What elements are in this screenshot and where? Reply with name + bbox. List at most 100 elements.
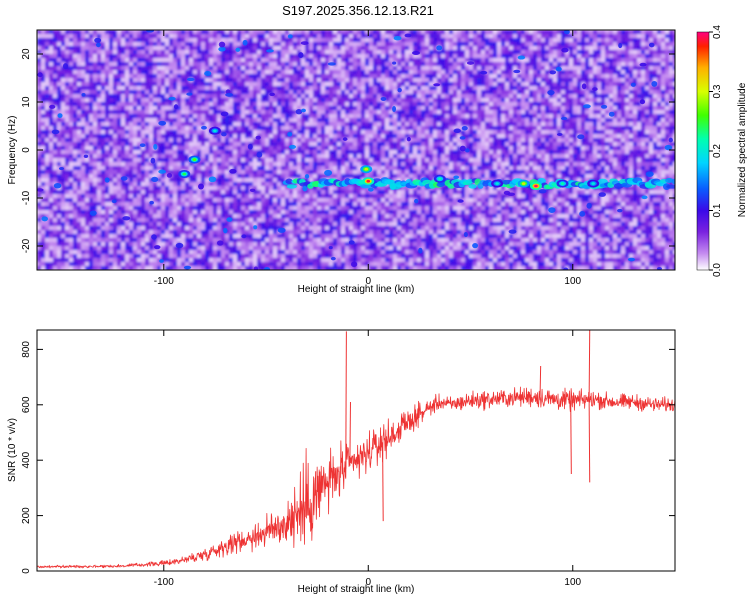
- heatmap-cell: [389, 138, 394, 143]
- heatmap-cell: [93, 122, 98, 127]
- heatmap-cell: [649, 110, 654, 115]
- heatmap-cell: [313, 142, 318, 147]
- heatmap-cell: [529, 114, 534, 119]
- heatmap-cell: [573, 150, 578, 155]
- heatmap-cell: [169, 134, 174, 139]
- heatmap-cell: [109, 38, 114, 43]
- heatmap-cell: [305, 46, 310, 51]
- heatmap-cell: [409, 78, 414, 83]
- heatmap-cell: [85, 66, 90, 71]
- heatmap-cell: [665, 126, 670, 131]
- heatmap-cell: [101, 70, 106, 75]
- heatmap-cell: [345, 46, 350, 51]
- heatmap-cell: [673, 78, 675, 83]
- heatmap-cell: [137, 62, 142, 67]
- heatmap-cell: [41, 130, 46, 135]
- heatmap-cell: [193, 46, 198, 51]
- heatmap-cell: [317, 98, 322, 103]
- heatmap-cell: [269, 134, 274, 139]
- heatmap-cell: [317, 46, 322, 51]
- heatmap-cell: [533, 90, 538, 95]
- heatmap-cell: [465, 50, 470, 55]
- heatmap-cell: [525, 42, 530, 47]
- heatmap-cell: [229, 150, 234, 155]
- heatmap-cell: [349, 118, 354, 123]
- heatmap-cell: [65, 118, 70, 123]
- heatmap-cell: [645, 38, 650, 43]
- heatmap-cell: [609, 130, 614, 135]
- heatmap-cell: [341, 146, 346, 151]
- heatmap-cell: [593, 142, 598, 147]
- heatmap-cell: [485, 126, 490, 131]
- heatmap-cell: [365, 138, 370, 143]
- heatmap-cell: [325, 70, 330, 75]
- heatmap-cell: [421, 58, 426, 63]
- heatmap-cell: [453, 78, 458, 83]
- heatmap-cell: [289, 94, 294, 99]
- heatmap-cell: [177, 150, 182, 155]
- heatmap-cell: [113, 70, 118, 75]
- heatmap-cell: [585, 126, 590, 131]
- heatmap-cell: [561, 34, 566, 39]
- heatmap-cell: [41, 106, 46, 111]
- heatmap-cell: [585, 130, 590, 135]
- heatmap-cell: [617, 146, 622, 151]
- heatmap-cell: [129, 66, 134, 71]
- heatmap-cell: [217, 78, 222, 83]
- heatmap-cell: [69, 38, 74, 43]
- heatmap-cell: [149, 126, 154, 131]
- heatmap-cell: [317, 114, 322, 119]
- heatmap-cell: [205, 98, 210, 103]
- heatmap-cell: [337, 114, 342, 119]
- heatmap-cell: [429, 114, 434, 119]
- heatmap-cell: [673, 58, 675, 63]
- heatmap-cell: [257, 130, 262, 135]
- heatmap-cell: [321, 34, 326, 39]
- heatmap-cell: [305, 118, 310, 123]
- heatmap-cell: [661, 106, 666, 111]
- heatmap-cell: [417, 38, 422, 43]
- heatmap-cell: [297, 70, 302, 75]
- heatmap-cell: [401, 58, 406, 63]
- heatmap-cell: [233, 130, 238, 135]
- heatmap-cell: [129, 46, 134, 51]
- heatmap-cell: [665, 66, 670, 71]
- heatmap-cell: [77, 66, 82, 71]
- heatmap-cell: [57, 82, 62, 87]
- heatmap-cell: [421, 118, 426, 123]
- heatmap-cell: [509, 146, 514, 151]
- heatmap-cell: [253, 82, 258, 87]
- heatmap-cell: [393, 82, 398, 87]
- heatmap-cell: [473, 50, 478, 55]
- heatmap-cell: [45, 82, 50, 87]
- heatmap-cell: [225, 66, 230, 71]
- heatmap-cell: [497, 54, 502, 59]
- heatmap-cell: [109, 98, 114, 103]
- heatmap-cell: [409, 30, 414, 35]
- heatmap-cell: [509, 122, 514, 127]
- heatmap-cell: [657, 46, 662, 51]
- heatmap-cell: [185, 74, 190, 79]
- heatmap-cell: [313, 98, 318, 103]
- heatmap-cell: [365, 122, 370, 127]
- heatmap-cell: [229, 38, 234, 43]
- heatmap-cell: [145, 138, 150, 143]
- heatmap-cell: [561, 122, 566, 127]
- heatmap-cell: [301, 78, 306, 83]
- heatmap-cell: [601, 94, 606, 99]
- heatmap-cell: [513, 66, 518, 71]
- heatmap-cell: [93, 46, 98, 51]
- heatmap-cell: [449, 86, 454, 91]
- heatmap-cell: [169, 50, 174, 55]
- heatmap-cell: [581, 138, 586, 143]
- heatmap-cell: [289, 138, 294, 143]
- heatmap-cell: [273, 118, 278, 123]
- heatmap-cell: [533, 98, 538, 103]
- heatmap-cell: [433, 90, 438, 95]
- heatmap-cell: [161, 106, 166, 111]
- heatmap-cell: [49, 38, 54, 43]
- heatmap-cell: [633, 62, 638, 67]
- heatmap-cell: [461, 70, 466, 75]
- heatmap-cell: [549, 142, 554, 147]
- heatmap-cell: [77, 70, 82, 75]
